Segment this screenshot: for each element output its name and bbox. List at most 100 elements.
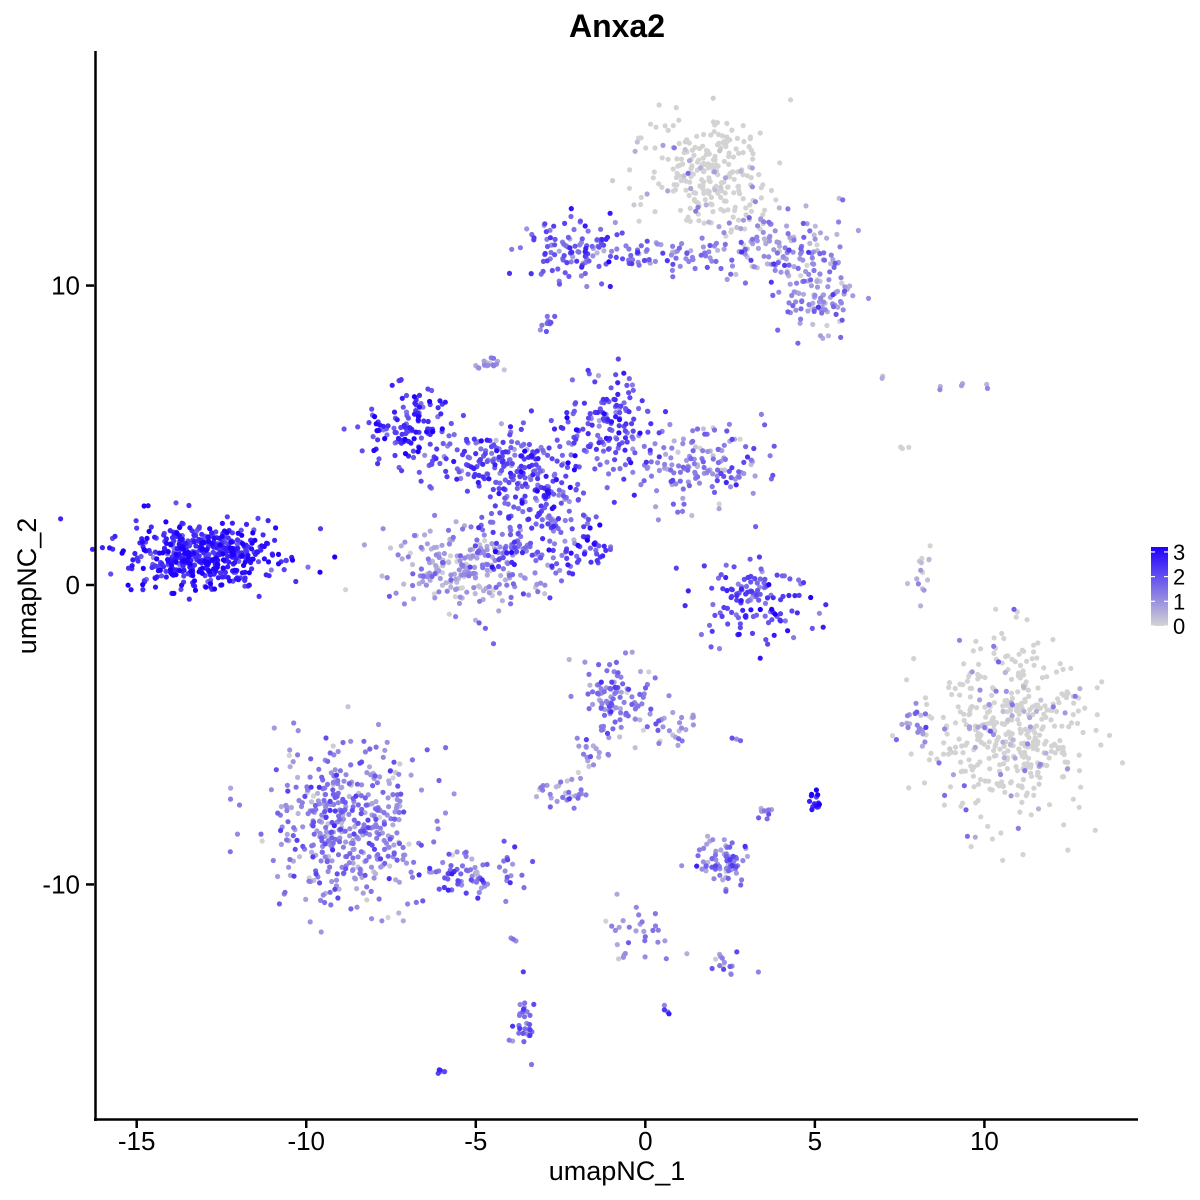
cell-point [514,481,521,487]
cell-point [261,556,267,562]
cell-point [560,257,566,263]
cell-point [520,591,527,597]
cell-point [830,256,836,263]
cell-point [493,540,499,546]
cell-point [527,1027,533,1033]
cell-point [496,608,502,614]
cell-point [1062,759,1068,765]
cell-point [411,394,417,400]
cell-point [762,613,768,619]
cell-point [583,737,590,743]
cell-point [436,589,442,595]
cell-point [546,547,552,553]
cell-point [539,322,545,328]
cell-point [1068,665,1074,672]
cell-point [585,367,591,373]
cell-point [646,257,652,263]
cell-point [597,462,603,468]
cell-point [456,600,463,607]
cell-point [532,570,538,576]
cell-point [914,722,920,728]
cell-point [506,270,513,276]
cell-point [725,621,731,627]
cell-point [670,501,677,507]
cell-point [463,436,470,442]
cell-point [380,754,386,760]
cell-point [401,852,407,858]
cell-point [747,202,753,208]
cell-point [353,793,359,799]
cell-point [763,637,769,643]
cell-point [488,510,495,517]
cell-point [736,631,742,637]
cell-point [351,831,357,837]
cell-point [692,469,698,475]
cell-point [475,479,481,486]
cell-point [685,588,691,594]
cell-point [444,474,450,480]
cell-point [765,807,772,813]
cell-point [993,606,999,612]
cell-point [1020,852,1026,858]
cell-point [311,831,317,837]
cell-point [656,102,662,108]
cell-point [225,564,231,570]
cell-point [725,875,731,882]
cell-point [801,234,807,240]
cell-point [914,709,920,715]
cell-point [838,300,845,306]
cell-point [728,594,734,601]
cell-point [473,879,480,885]
cell-point [283,802,289,809]
cell-point [552,242,558,248]
cell-point [458,871,464,877]
x-tick-label: -10 [287,1126,325,1156]
cell-point [581,551,588,557]
cell-point [653,124,659,130]
cell-point [999,779,1005,785]
cell-point [196,559,203,565]
cell-point [1010,737,1016,743]
cell-point [334,871,340,877]
cell-point [720,877,726,883]
cell-point [480,565,486,571]
cell-point [838,334,844,340]
cell-point [385,423,391,429]
cell-point [1028,812,1034,818]
cell-point [207,568,213,575]
cell-point [680,441,686,447]
cell-point [1080,729,1086,736]
cell-point [908,751,914,757]
cell-point [629,382,636,388]
cell-point [416,469,422,475]
cell-point [443,745,449,751]
cell-point [401,601,407,607]
cell-point [181,558,187,564]
cell-point [600,416,606,422]
cell-point [443,456,449,462]
cell-point [1017,662,1024,669]
cell-point [174,530,180,536]
cell-point [473,451,479,457]
cell-point [618,724,624,730]
cell-point [707,201,714,207]
cell-point [149,564,155,571]
cell-point [622,447,628,453]
cell-point [652,911,659,917]
cell-point [1029,656,1035,662]
cell-point [719,133,726,139]
cell-point [391,851,397,857]
cell-point [735,615,742,621]
cell-point [584,521,591,527]
cell-point [312,802,318,809]
cell-point [572,453,578,459]
cell-point [982,778,988,784]
cell-point [626,409,632,415]
cell-point [680,464,686,470]
cell-point [712,187,718,193]
cell-point [369,916,375,922]
cell-point [674,156,680,162]
cell-point [967,707,973,713]
cell-point [1026,735,1032,741]
